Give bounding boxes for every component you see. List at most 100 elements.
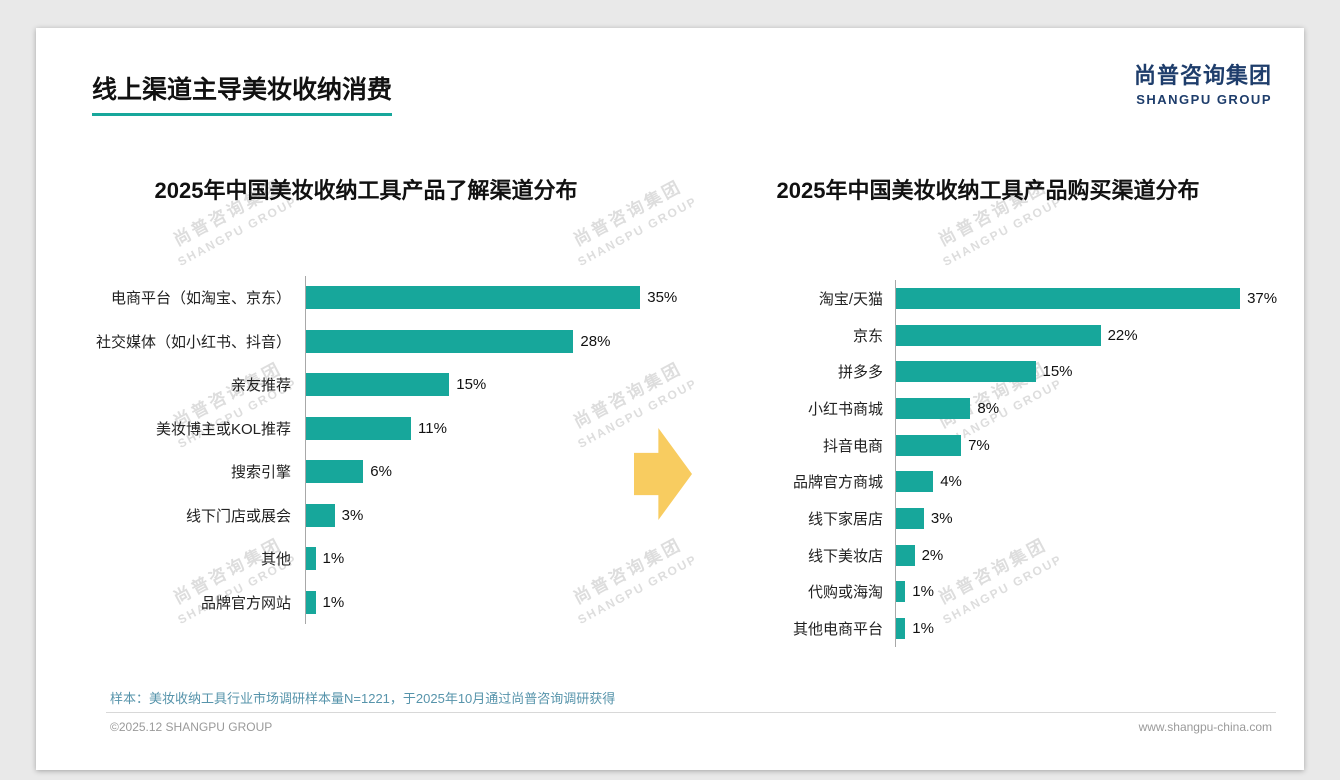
value-label: 1% — [912, 620, 934, 638]
value-label: 22% — [1107, 326, 1138, 344]
category-label: 代购或海淘 — [807, 584, 883, 602]
bar-area: 22% — [895, 316, 1292, 354]
category-label: 美妆博主或KOL推荐 — [155, 420, 291, 438]
bar — [896, 324, 1101, 346]
bar — [896, 397, 971, 419]
chart-row: 小红书商城 8% — [736, 390, 1292, 427]
bar-area: 1% — [305, 580, 692, 624]
bar-area: 7% — [895, 426, 1292, 464]
watermark-text-cn: 尚普咨询集团 — [170, 176, 286, 250]
category-label: 搜索引擎 — [230, 464, 291, 482]
chart-row: 品牌官方商城 4% — [736, 463, 1292, 501]
category-label: 线下门店或展会 — [185, 507, 291, 525]
bar-area: 3% — [305, 493, 692, 537]
logo-text-cn: 尚普咨询集团 — [1133, 63, 1272, 88]
bar — [306, 547, 316, 571]
awareness-channel-chart: 电商平台（如淘宝、京东） 35% 社交媒体（如小红书、抖音） 28% 亲友推荐 15% 美妆… — [92, 276, 692, 624]
bar-area: 1% — [305, 537, 692, 581]
bar — [896, 471, 934, 493]
bar-area: 15% — [305, 363, 692, 407]
chart-row: 代购或海淘 1% — [736, 573, 1292, 611]
bar — [306, 416, 412, 440]
chart-row: 其他 1% — [92, 537, 692, 581]
value-label: 35% — [647, 289, 678, 307]
category-label: 其他 — [260, 551, 291, 569]
value-label: 7% — [968, 436, 990, 454]
chart-row: 其他电商平台 1% — [736, 610, 1292, 647]
category-label: 京东 — [852, 327, 883, 345]
chart-row: 品牌官方网站 1% — [92, 580, 692, 624]
bar — [896, 361, 1036, 383]
chart-row: 拼多多 15% — [736, 353, 1292, 391]
value-label: 28% — [580, 332, 611, 350]
chart-row: 社交媒体（如小红书、抖音） 28% — [92, 319, 692, 363]
bar — [896, 434, 962, 456]
page-title: 线上渠道主导美妆收纳消费 — [92, 70, 393, 116]
value-label: 8% — [977, 399, 1000, 417]
bar-area: 1% — [895, 610, 1292, 647]
bar — [896, 507, 924, 529]
bar — [306, 373, 450, 397]
bar-area: 28% — [305, 319, 692, 363]
value-label: 3% — [930, 509, 953, 527]
sample-note: 样本：美妆收纳工具行业市场调研样本量N=1221，于2025年10月通过尚普咨询… — [110, 691, 616, 706]
chart-row: 线下门店或展会 3% — [92, 493, 692, 537]
category-label: 电商平台（如淘宝、京东） — [110, 290, 291, 308]
value-label: 1% — [912, 583, 934, 601]
bar-area: 15% — [895, 353, 1292, 391]
bar-area: 1% — [895, 573, 1292, 611]
bar — [306, 329, 574, 353]
category-label: 小红书商城 — [807, 400, 883, 418]
logo-text-en: SHANGPU GROUP — [1136, 92, 1272, 107]
bar — [896, 544, 915, 566]
watermark-text-cn: 尚普咨询集团 — [570, 176, 686, 250]
value-label: 3% — [341, 506, 364, 524]
chart-row: 美妆博主或KOL推荐 11% — [92, 406, 692, 450]
value-label: 4% — [940, 473, 962, 491]
footer-divider — [106, 712, 1276, 713]
bar — [306, 286, 641, 310]
chart-row: 淘宝/天猫 37% — [736, 280, 1292, 317]
category-label: 拼多多 — [837, 364, 883, 382]
footer-website: www.shangpu-china.com — [1138, 720, 1272, 734]
bar-area: 4% — [895, 463, 1292, 501]
category-label: 抖音电商 — [822, 437, 883, 455]
bar-area: 2% — [895, 536, 1292, 574]
value-label: 11% — [418, 419, 447, 437]
watermark: 尚普咨询集团 SHANGPU GROUP — [893, 151, 1098, 287]
value-label: 1% — [322, 550, 345, 568]
value-label: 6% — [370, 463, 392, 481]
category-label: 淘宝/天猫 — [818, 290, 883, 308]
chart-row: 电商平台（如淘宝、京东） 35% — [92, 276, 692, 320]
chart-row: 线下家居店 3% — [736, 500, 1292, 537]
bar — [306, 590, 316, 614]
slide: 尚普咨询集团 SHANGPU GROUP 尚普咨询集团 SHANGPU GROUP 尚普… — [36, 28, 1304, 770]
category-label: 社交媒体（如小红书、抖音） — [95, 333, 291, 351]
value-label: 15% — [456, 376, 487, 394]
chart-row: 抖音电商 7% — [736, 426, 1292, 464]
bar — [896, 618, 906, 640]
watermark: 尚普咨询集团 SHANGPU GROUP — [128, 151, 333, 287]
bar-area: 6% — [305, 450, 692, 494]
watermark: 尚普咨询集团 SHANGPU GROUP — [528, 151, 733, 287]
bar — [896, 287, 1241, 309]
bar-area: 8% — [895, 390, 1292, 427]
chart-row: 搜索引擎 6% — [92, 450, 692, 494]
bar — [306, 503, 335, 527]
category-label: 其他电商平台 — [792, 621, 883, 639]
category-label: 亲友推荐 — [230, 377, 291, 395]
left-chart-title: 2025年中国美妆收纳工具产品了解渠道分布 — [154, 178, 578, 203]
bar — [896, 581, 906, 603]
footer-copyright: ©2025.12 SHANGPU GROUP — [110, 720, 273, 734]
chart-row: 京东 22% — [736, 316, 1292, 354]
category-label: 品牌官方网站 — [200, 594, 291, 612]
chart-row: 线下美妆店 2% — [736, 536, 1292, 574]
bar — [306, 460, 364, 484]
category-label: 品牌官方商城 — [792, 474, 883, 492]
bar-area: 35% — [305, 276, 692, 320]
right-chart-title: 2025年中国美妆收纳工具产品购买渠道分布 — [776, 178, 1200, 203]
bar-area: 11% — [305, 406, 692, 450]
category-label: 线下家居店 — [807, 510, 883, 528]
company-logo: 尚普咨询集团 SHANGPU GROUP — [1134, 58, 1272, 107]
